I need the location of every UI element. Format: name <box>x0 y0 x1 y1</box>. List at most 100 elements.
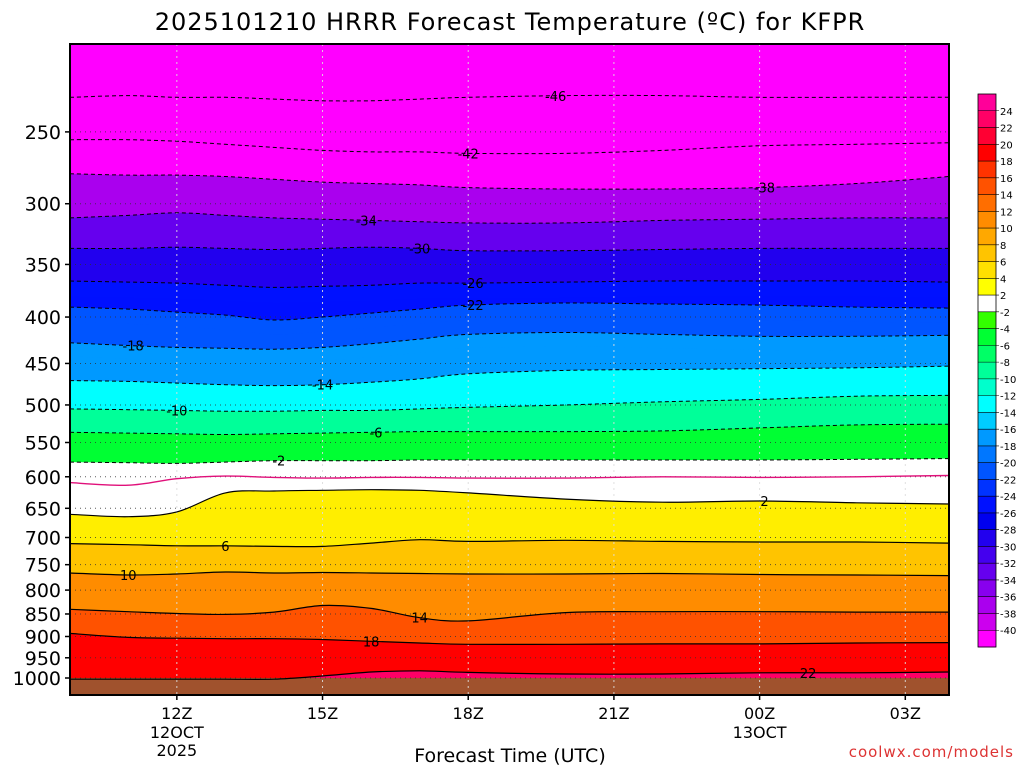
colorbar-swatch <box>978 177 996 196</box>
isotherm-line <box>69 571 950 577</box>
colorbar-label: -38 <box>1000 609 1016 620</box>
isotherm-line <box>69 423 950 436</box>
colorbar-swatch <box>978 579 996 598</box>
colorbar-label: -34 <box>1000 576 1016 587</box>
y-tick-label: 850 <box>25 604 61 626</box>
isotherm-line <box>69 489 950 518</box>
colorbar-swatch <box>978 378 996 397</box>
colorbar-swatch <box>978 462 996 480</box>
isotherm-line <box>69 94 949 102</box>
y-tick-label: 1000 <box>13 668 61 690</box>
colorbar-label: -8 <box>1000 358 1010 369</box>
x-tick-date: 13OCT <box>733 723 787 742</box>
colorbar-label: -32 <box>1000 559 1016 570</box>
isotherm-label: 6 <box>221 540 229 555</box>
isotherm-label: -42 <box>458 147 479 162</box>
colorbar-label: -6 <box>1000 341 1010 352</box>
colorbar-swatch <box>978 596 996 614</box>
colorbar-label: -28 <box>1000 526 1016 537</box>
isotherm-label: -38 <box>754 181 775 196</box>
isotherm-label: 2 <box>760 495 768 510</box>
ground-surface <box>70 678 949 695</box>
colorbar-swatch <box>978 244 996 263</box>
colorbar-swatch <box>978 144 996 162</box>
colorbar-label: -14 <box>1000 408 1016 419</box>
colorbar-label: -16 <box>1000 425 1016 436</box>
isotherm-line <box>69 394 950 412</box>
y-tick-label: 900 <box>25 626 61 648</box>
y-tick-label: 650 <box>25 498 61 520</box>
colorbar-swatch <box>978 311 996 330</box>
colorbar-swatch <box>978 345 996 363</box>
chart-title: 2025101210 HRRR Forecast Temperature (ºC… <box>155 8 866 36</box>
isotherm-line <box>69 539 950 548</box>
x-tick-label: 03Z <box>890 704 921 723</box>
colorbar-swatch <box>978 362 996 380</box>
colorbar-label: 22 <box>1000 124 1013 135</box>
colorbar-label: -22 <box>1000 475 1016 486</box>
isotherm-label: -34 <box>356 214 377 229</box>
colorbar-label: 18 <box>1000 157 1013 168</box>
colorbar-frame <box>977 93 997 648</box>
colorbar-swatch <box>978 613 996 631</box>
isotherm-label: 18 <box>363 635 380 650</box>
colorbar-label: 8 <box>1000 241 1006 252</box>
y-tick-label: 500 <box>25 395 61 417</box>
isotherm-line <box>69 280 950 288</box>
colorbar-label: -40 <box>1000 626 1016 637</box>
temperature-color-fill <box>70 44 949 695</box>
y-tick-label: 600 <box>25 467 61 489</box>
x-tick-label: 00Z <box>744 704 775 723</box>
isotherm-line <box>69 458 950 464</box>
isotherm-label: 14 <box>411 612 428 627</box>
colorbar-swatch <box>978 228 996 246</box>
isotherm-line <box>69 212 950 224</box>
colorbar-label: 20 <box>1000 140 1013 151</box>
colorbar-swatch <box>978 110 996 129</box>
y-tick-label: 750 <box>25 555 61 577</box>
isotherm-line <box>69 604 950 622</box>
colorbar-label: 14 <box>1000 191 1013 202</box>
colorbar-label: 6 <box>1000 258 1006 269</box>
isotherm-line <box>69 632 950 646</box>
credit-text: coolwx.com/models <box>849 743 1014 761</box>
colorbar-swatch <box>978 529 996 547</box>
x-tick-label: 12Z <box>161 704 192 723</box>
colorbar-swatch <box>978 295 996 313</box>
y-tick-label: 350 <box>25 254 61 276</box>
colorbar-swatch <box>978 94 996 112</box>
fill-bands <box>70 44 949 695</box>
colorbar-swatch <box>978 546 996 564</box>
isotherm-label: -2 <box>272 455 285 470</box>
y-tick-label: 250 <box>25 122 61 144</box>
colorbar-swatch <box>978 630 996 648</box>
y-tick-label: 300 <box>25 194 61 216</box>
isotherm-line <box>69 331 950 350</box>
colorbar-swatch <box>978 211 996 229</box>
colorbar-swatch <box>978 563 996 581</box>
colorbar-label: 24 <box>1000 107 1013 118</box>
axes: 2503003504004505005506006507007508008509… <box>13 43 950 760</box>
isotherm-label: -26 <box>462 277 483 292</box>
colorbar-label: -26 <box>1000 509 1016 520</box>
gridlines <box>70 44 949 695</box>
colorbar-label: 4 <box>1000 274 1006 285</box>
colorbar-label: 2 <box>1000 291 1006 302</box>
colorbar-swatch <box>978 127 996 145</box>
colorbar-swatch <box>978 496 996 514</box>
x-tick-year: 2025 <box>156 741 197 760</box>
isotherm-label: -6 <box>369 426 382 441</box>
isotherm-label: 22 <box>800 667 817 682</box>
isotherm-line <box>69 139 950 155</box>
isotherm-label: -22 <box>462 299 483 314</box>
isotherm-line <box>69 173 950 190</box>
colorbar-swatch <box>978 445 996 464</box>
colorbar-swatch <box>978 479 996 497</box>
isotherm-label: -14 <box>312 379 333 394</box>
isotherm-label: -46 <box>545 90 566 105</box>
colorbar-label: -18 <box>1000 442 1016 453</box>
y-tick-label: 450 <box>25 353 61 375</box>
plot-frame <box>69 43 950 696</box>
colorbar-swatch <box>978 429 996 447</box>
